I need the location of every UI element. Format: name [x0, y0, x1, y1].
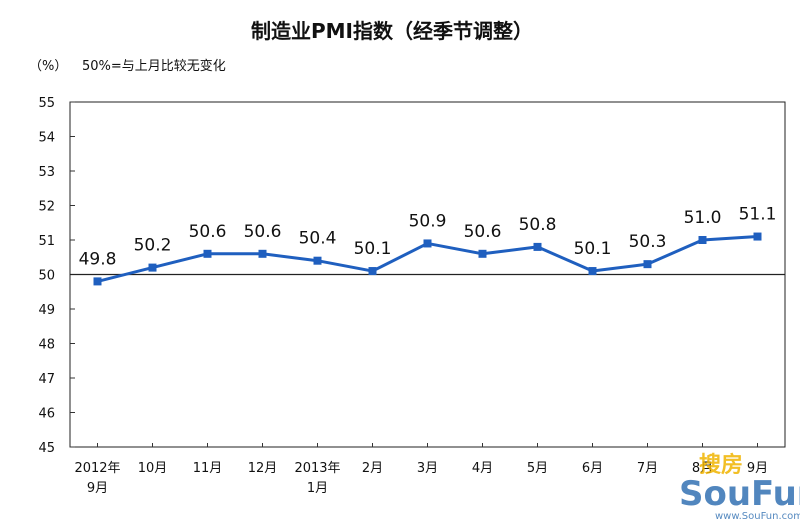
data-label: 50.8: [519, 215, 557, 235]
x-tick-label-line: 4月: [472, 461, 493, 476]
x-tick-label-line: 3月: [417, 461, 438, 476]
data-point-marker: [588, 267, 597, 276]
watermark-en: SouFun: [679, 474, 800, 514]
watermark-logo: 搜房 SouFun www.SouFun.com: [679, 452, 800, 522]
data-point-marker: [478, 249, 487, 258]
pmi-series: [93, 232, 762, 286]
x-tick-label: 10月: [138, 461, 168, 476]
y-tick-label: 49: [38, 303, 55, 318]
data-label: 50.6: [189, 222, 227, 242]
x-tick-label-line: 9月: [747, 461, 768, 476]
y-tick-label: 46: [38, 407, 55, 422]
data-point-marker: [533, 242, 542, 251]
x-tick-label: 2013年 1月: [294, 461, 340, 496]
data-label: 50.1: [574, 239, 612, 259]
data-point-marker: [148, 263, 157, 272]
x-tick-label-line: 2012年: [74, 461, 120, 476]
data-point-marker: [753, 232, 762, 241]
data-point-marker: [313, 256, 322, 265]
data-point-marker: [423, 239, 432, 248]
data-label: 50.1: [354, 239, 392, 259]
y-tick-label: 53: [38, 165, 55, 180]
x-tick-label: 8月: [692, 461, 713, 476]
data-label: 51.0: [684, 208, 722, 228]
y-tick-label: 54: [38, 131, 55, 146]
data-point-marker: [93, 277, 102, 286]
watermark-url: www.SouFun.com: [715, 511, 800, 522]
data-label: 50.3: [629, 232, 667, 252]
x-tick-label: 2月: [362, 461, 383, 476]
x-tick-label-line: 8月: [692, 461, 713, 476]
x-tick-label: 6月: [582, 461, 603, 476]
data-label: 50.4: [299, 229, 337, 249]
y-tick-label: 47: [38, 372, 55, 387]
x-tick-label: 4月: [472, 461, 493, 476]
y-axis-ticks: 45 46 47 48 49 50 51 52 53 54 55: [38, 96, 75, 456]
y-tick-label: 45: [38, 441, 55, 456]
watermark-cn: 搜房: [699, 452, 743, 478]
x-tick-label-line: 2013年: [294, 461, 340, 476]
x-tick-label: 9月: [747, 461, 768, 476]
chart-annotation: 50%=与上月比较无变化: [82, 58, 226, 74]
y-tick-label: 48: [38, 338, 55, 353]
data-label: 50.6: [244, 222, 282, 242]
y-tick-label: 52: [38, 200, 55, 215]
x-tick-label: 11月: [193, 461, 223, 476]
x-tick-label-line: 7月: [637, 461, 658, 476]
x-axis-ticks: 2012年 9月 10月 11月 12月 2013年 1月 2月 3月 4月 5月 6月 7月 8月 9月: [74, 443, 768, 496]
x-tick-label: 2012年 9月: [74, 461, 120, 496]
x-tick-label-line: 5月: [527, 461, 548, 476]
x-tick-label: 5月: [527, 461, 548, 476]
x-tick-label-line: 11月: [193, 461, 223, 476]
y-tick-label: 55: [38, 96, 55, 111]
data-label: 51.1: [739, 205, 777, 225]
data-label: 50.9: [409, 211, 447, 231]
data-labels: 49.8 50.2 50.6 50.6 50.4 50.1 50.9 50.6 50.8 50.1…: [79, 205, 777, 270]
x-tick-label-line: 9月: [87, 481, 108, 496]
data-point-marker: [698, 236, 707, 244]
y-axis-unit: （%）: [29, 59, 67, 74]
data-point-marker: [368, 267, 377, 276]
x-tick-label-line: 6月: [582, 461, 603, 476]
data-point-marker: [258, 249, 267, 258]
y-tick-label: 50: [38, 269, 55, 284]
x-tick-label: 12月: [248, 461, 278, 476]
x-tick-label-line: 2月: [362, 461, 383, 476]
data-point-marker: [203, 249, 212, 258]
x-tick-label-line: 12月: [248, 461, 278, 476]
chart-title: 制造业PMI指数（经季节调整）: [251, 19, 533, 43]
y-tick-label: 51: [38, 234, 55, 249]
x-tick-label: 7月: [637, 461, 658, 476]
data-label: 50.6: [464, 222, 502, 242]
x-tick-label-line: 1月: [307, 481, 328, 496]
data-point-marker: [643, 260, 652, 269]
x-tick-label-line: 10月: [138, 461, 168, 476]
data-label: 50.2: [134, 236, 172, 256]
x-tick-label: 3月: [417, 461, 438, 476]
data-label: 49.8: [79, 249, 117, 269]
